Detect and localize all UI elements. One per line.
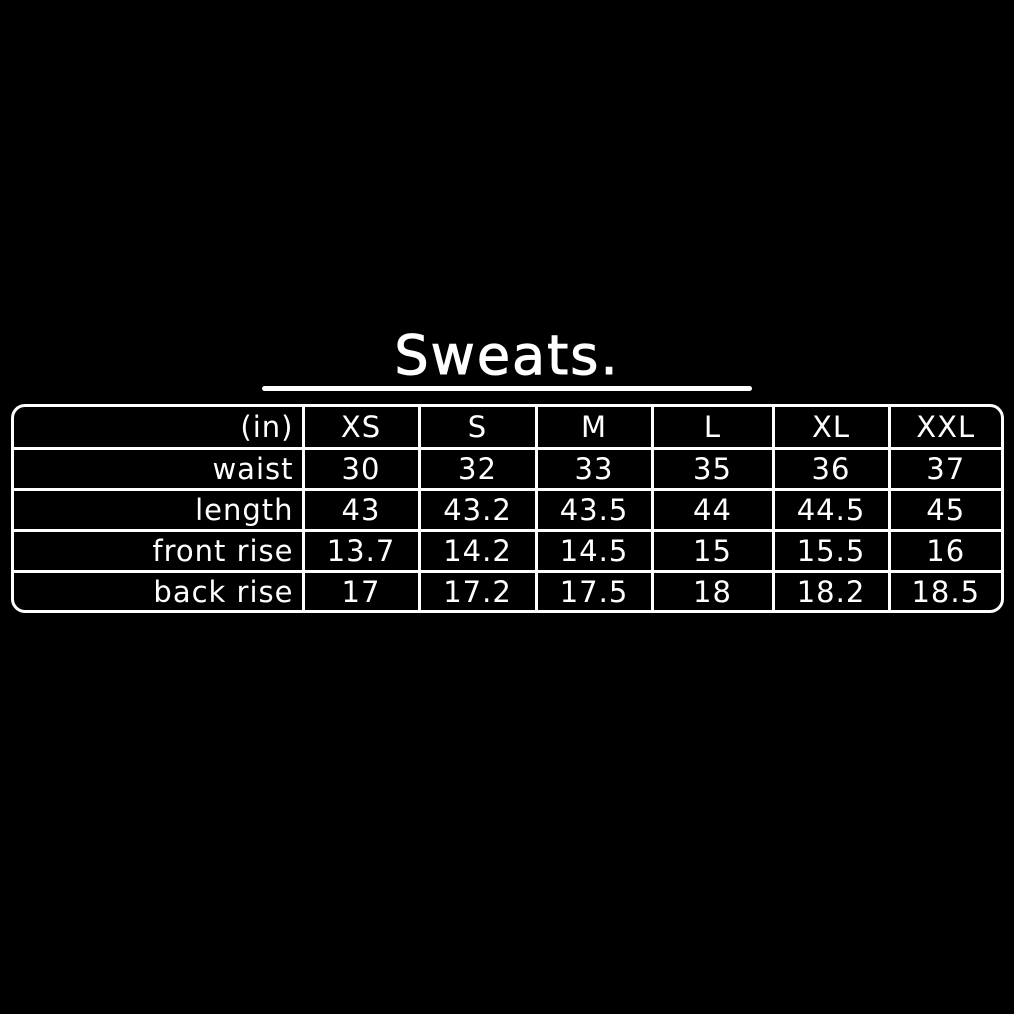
row-label: back rise: [14, 571, 305, 610]
table-cell: 33: [536, 448, 654, 491]
row-label: waist: [14, 448, 305, 491]
table-cell: 45: [889, 489, 1001, 532]
page-title: Sweats.: [394, 324, 620, 387]
table-cell: 14.5: [536, 530, 654, 573]
table-cell: 18.5: [911, 575, 981, 610]
table-cell: 17.5: [536, 571, 654, 610]
table-cell: 18: [652, 571, 775, 610]
table-cell: 16: [889, 530, 1001, 573]
table-cell: 17: [303, 571, 421, 610]
size-chart: (in) XS S M L XL XXL waist 30 32 33 35 3…: [11, 404, 1004, 613]
unit-label: (in): [14, 407, 305, 450]
size-header: XL: [773, 407, 891, 450]
row-label: length: [14, 489, 305, 532]
table-cell: 15: [652, 530, 775, 573]
size-table: (in) XS S M L XL XXL waist 30 32 33 35 3…: [14, 407, 1001, 610]
table-cell: 43.2: [419, 489, 538, 532]
size-header: M: [536, 407, 654, 450]
table-cell: 36: [773, 448, 891, 491]
table-cell: 35: [652, 448, 775, 491]
table-cell: 18.2: [773, 571, 891, 610]
table-cell: 43.5: [536, 489, 654, 532]
table-row: back rise 17 17.2 17.5 18 18.2 18.5: [14, 571, 1001, 610]
table-cell: 17.2: [419, 571, 538, 610]
table-row: front rise 13.7 14.2 14.5 15 15.5 16: [14, 530, 1001, 573]
table-cell: 44.5: [773, 489, 891, 532]
table-cell: 13.7: [303, 530, 421, 573]
size-header: XS: [303, 407, 421, 450]
table-cell: 32: [419, 448, 538, 491]
size-header: L: [652, 407, 775, 450]
row-label: front rise: [14, 530, 305, 573]
table-row: waist 30 32 33 35 36 37: [14, 448, 1001, 491]
table-cell: 43: [303, 489, 421, 532]
table-row: length 43 43.2 43.5 44 44.5 45: [14, 489, 1001, 532]
table-cell: 15.5: [773, 530, 891, 573]
size-header: XXL: [889, 407, 1001, 450]
table-cell: 37: [889, 448, 1001, 491]
table-cell: 44: [652, 489, 775, 532]
table-cell: 14.2: [419, 530, 538, 573]
header-row: (in) XS S M L XL XXL: [14, 407, 1001, 450]
size-header: S: [419, 407, 538, 450]
table-cell: 30: [303, 448, 421, 491]
title-underline: [262, 386, 752, 391]
